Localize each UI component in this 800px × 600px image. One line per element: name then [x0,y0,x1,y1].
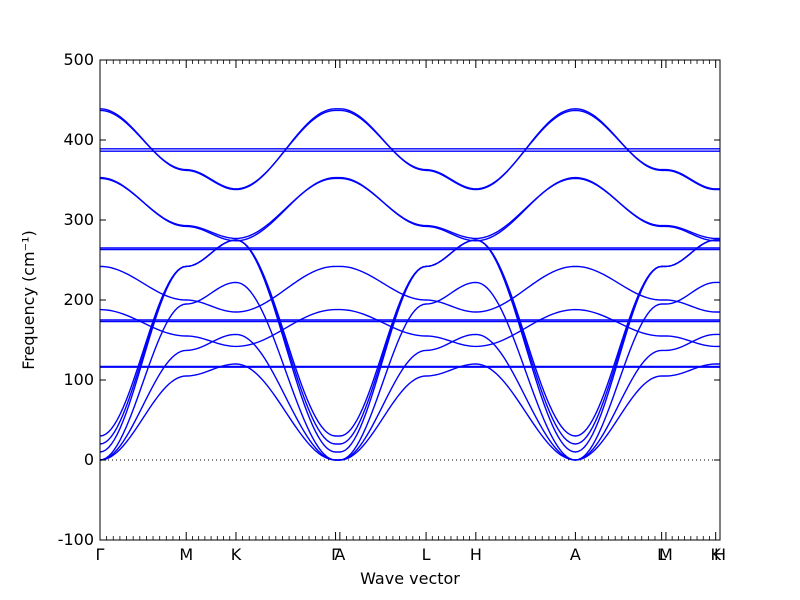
x-tick-label: Γ [331,545,340,564]
band-line [99,308,720,348]
band-line [99,177,720,240]
x-tick-labels: Γ M K ΓA L H A LM KH [96,545,726,564]
x-tick-label: A [334,545,345,564]
x-tick-label: M [179,545,193,564]
band-line [99,265,720,313]
band-line [99,108,720,191]
x-axis-label: Wave vector [360,569,460,588]
x-tick-label: K [231,545,242,564]
band-line [99,239,720,453]
x-tick-label: H [714,545,726,564]
y-tick-label: -100 [58,530,94,549]
band-line [99,333,720,461]
y-axis-label: Frequency (cm⁻¹) [19,230,38,369]
x-tick-label: H [470,545,482,564]
y-tick-labels: -100 0 100 200 300 400 500 [58,50,94,549]
x-tick-label: M [659,545,673,564]
y-tick-label: 500 [63,50,94,69]
band-line [99,176,720,242]
plot-frame [99,59,721,541]
x-tick-label: L [657,545,666,564]
band-lines [99,108,720,461]
y-tick-label: 0 [84,450,94,469]
x-tick-label: Γ [96,545,105,564]
x-tick-label: K [710,545,721,564]
band-line [99,363,720,461]
x-tick-marks [99,60,721,540]
band-line [99,239,720,437]
band-line [99,239,720,445]
y-tick-label: 400 [63,130,94,149]
x-tick-label: A [570,545,581,564]
x-tick-label: L [422,545,431,564]
band-line [99,281,720,461]
y-tick-label: 100 [63,370,94,389]
y-tick-label: 300 [63,210,94,229]
y-tick-label: 200 [63,290,94,309]
